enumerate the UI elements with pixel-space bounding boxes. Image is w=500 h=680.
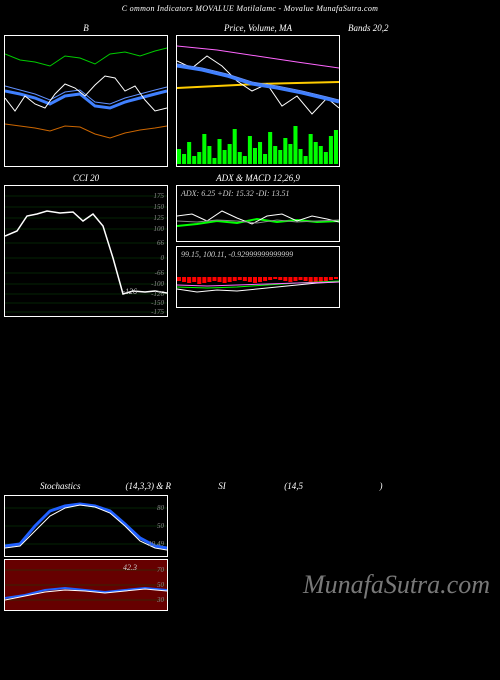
chart-b [4, 35, 168, 167]
svg-text:ADX: 6.25 +DI: 15.32 -DI: 13.5: ADX: 6.25 +DI: 15.32 -DI: 13.51 [180, 189, 290, 198]
panel-b-title: B [4, 21, 168, 35]
svg-text:-150: -150 [151, 299, 164, 307]
chart-stoch: 80 50 19.49 [4, 495, 168, 557]
panel-price-title: Price, Volume, MA [176, 21, 340, 35]
svg-text:50: 50 [157, 581, 165, 589]
svg-text:42.3: 42.3 [123, 563, 137, 572]
chart-price [176, 35, 340, 167]
panel-price: Price, Volume, MA [176, 21, 340, 167]
svg-text:150: 150 [154, 203, 165, 211]
svg-text:-100: -100 [151, 280, 164, 288]
svg-text:-126: -126 [151, 290, 164, 298]
svg-text:125: 125 [154, 214, 165, 222]
svg-text:80: 80 [157, 504, 165, 512]
svg-text:66: 66 [157, 239, 165, 247]
panel-bands-title: Bands 20,2 [348, 21, 389, 35]
panel-stoch-title: Stochastics (14,3,3) & R SI (14,5 ) [0, 479, 500, 493]
svg-text:175: 175 [154, 192, 165, 200]
svg-text:70: 70 [157, 566, 165, 574]
svg-text:-126: -126 [122, 287, 137, 296]
panel-stoch: 80 50 19.49 70 50 30 42.3 [4, 495, 168, 611]
svg-text:30: 30 [156, 596, 165, 604]
svg-text:50: 50 [157, 522, 165, 530]
panel-cci: CCI 20 175150125100660-66-100-126-150-17… [4, 171, 168, 317]
svg-text:100: 100 [154, 225, 165, 233]
panel-b: B [4, 21, 168, 167]
svg-text:-66: -66 [155, 269, 165, 277]
panel-adx-macd: ADX & MACD 12,26,9 ADX: 6.25 +DI: 15.32 … [176, 171, 340, 317]
svg-text:99.15, 100.11, -0.9299999999: 99.15, 100.11, -0.92999999999999 [181, 250, 293, 259]
panel-bands: Bands 20,2 [348, 21, 389, 167]
chart-macd: 99.15, 100.11, -0.92999999999999 [176, 246, 340, 308]
panel-adx-title: ADX & MACD 12,26,9 [176, 171, 340, 185]
svg-text:0: 0 [161, 254, 165, 262]
svg-text:19.49: 19.49 [148, 540, 164, 548]
chart-adx: ADX: 6.25 +DI: 15.32 -DI: 13.51 [176, 185, 340, 242]
chart-rsi: 70 50 30 42.3 [4, 559, 168, 611]
page-header: C ommon Indicators MOVALUE Motilalamc - … [0, 0, 500, 19]
panel-cci-title: CCI 20 [4, 171, 168, 185]
svg-text:-175: -175 [151, 308, 164, 316]
chart-cci: 175150125100660-66-100-126-150-175-126 [4, 185, 168, 317]
